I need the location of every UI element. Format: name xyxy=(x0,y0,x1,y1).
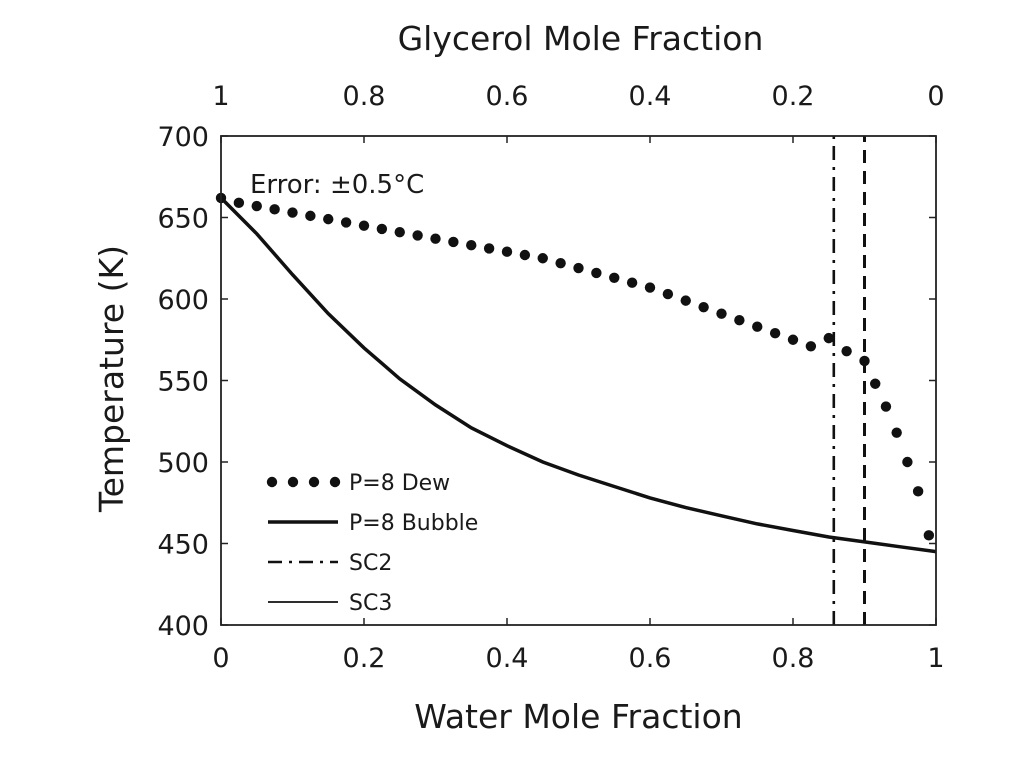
x2-axis-title: Glycerol Mole Fraction xyxy=(398,19,764,58)
legend: P=8 Dew P=8 Bubble SC2 SC3 xyxy=(266,471,478,616)
series-p-8-dew-point xyxy=(501,246,513,257)
series-p-8-dew-point xyxy=(870,378,881,389)
plot-frame xyxy=(220,135,937,626)
series-p-8-dew-point xyxy=(805,341,817,352)
y-tick-label: 550 xyxy=(157,367,209,398)
y-tick-label: 400 xyxy=(157,611,209,642)
series-p-8-dew-point xyxy=(394,226,405,238)
y-axis-title: Temperature (K) xyxy=(92,245,131,513)
y-tick-label: 700 xyxy=(157,122,209,153)
series-p-8-dew-point xyxy=(537,253,548,264)
x-tick-label: 0.4 xyxy=(486,643,529,674)
series-p-8-dew-point xyxy=(716,308,727,319)
legend-label-p-8-bubble: P=8 Bubble xyxy=(349,511,478,536)
x2-tick-label: 0.6 xyxy=(486,81,529,112)
error-annotation: Error: ±0.5°C xyxy=(250,170,424,200)
series-p-8-dew-point xyxy=(233,197,245,209)
y-tick-label: 650 xyxy=(157,204,209,235)
series-p-8-dew-point xyxy=(841,345,852,357)
legend-swatch-p-8-dew xyxy=(266,476,278,488)
series-p-8-dew-point xyxy=(769,328,781,339)
series-p-8-dew-point xyxy=(358,220,370,231)
series-p-8-dew-point xyxy=(519,249,531,261)
series-p-8-dew-point xyxy=(466,240,477,251)
x-tick-label: 0.8 xyxy=(772,643,815,674)
series-p-8-dew-point xyxy=(880,401,892,412)
series-p-8-dew-point xyxy=(680,295,691,306)
series-p-8-dew-point xyxy=(752,321,763,332)
x-tick-label: 1 xyxy=(927,643,944,674)
series-p-8-dew-point xyxy=(644,282,656,293)
series-p-8-dew-point xyxy=(483,243,495,254)
series-p-8-dew-point xyxy=(823,332,834,344)
series-p-8-bubble-line xyxy=(219,196,937,554)
legend-label-sc2: SC2 xyxy=(349,551,392,576)
x-tick-label: 0 xyxy=(212,643,229,674)
x-tick-label: 0.6 xyxy=(629,643,672,674)
x2-tick-label: 0 xyxy=(927,81,944,112)
series-p-8-dew-point xyxy=(609,272,620,284)
x2-tick-label: 0.8 xyxy=(343,81,386,112)
y-tick-label: 450 xyxy=(157,530,209,561)
series-p-8-dew-point xyxy=(787,334,799,345)
series-p-8-dew-point xyxy=(734,314,745,326)
series-p-8-dew-point xyxy=(287,207,298,218)
x2-tick-label: 0.2 xyxy=(772,81,815,112)
plot-area xyxy=(215,136,937,625)
legend-swatch-p-8-dew xyxy=(308,476,320,488)
x2-tick-label: 1 xyxy=(212,81,229,112)
series-p-8-dew-point xyxy=(891,427,902,438)
legend-swatch-p-8-dew xyxy=(287,476,299,488)
series-p-8-dew-point xyxy=(269,204,280,215)
series-p-8-dew-point xyxy=(902,456,913,468)
y-tick-label: 500 xyxy=(157,448,209,479)
series-p-8-dew-point xyxy=(448,236,459,248)
legend-label-sc3: SC3 xyxy=(349,591,392,616)
series-p-8-dew-point xyxy=(430,233,441,244)
series-p-8-dew-point xyxy=(626,277,638,288)
x-tick-label: 0.2 xyxy=(343,643,386,674)
series-p-8-dew-point xyxy=(555,257,566,269)
x-axis-title: Water Mole Fraction xyxy=(414,697,742,736)
series-p-8-dew-point xyxy=(923,530,935,541)
series-p-8-dew-point xyxy=(912,486,924,497)
x2-tick-label: 0.4 xyxy=(629,81,672,112)
series-p-8-dew-point xyxy=(573,262,584,274)
y-tick-label: 600 xyxy=(157,285,209,316)
series-p-8-dew-point xyxy=(305,210,316,222)
axes: 0 0.2 0.4 0.6 0.8 11 0.8 0.6 0.4 0.2 0400450500550… xyxy=(157,81,944,674)
series-p-8-dew-point xyxy=(323,213,334,225)
legend-swatch-p-8-dew xyxy=(329,476,341,488)
series-p-8-dew-point xyxy=(340,217,352,228)
series-p-8-dew-point xyxy=(376,223,388,235)
series-p-8-dew-point xyxy=(591,267,602,279)
legend-label-p-8-dew: P=8 Dew xyxy=(349,471,450,496)
series-p-8-dew-point xyxy=(698,301,709,313)
series-p-8-dew-point xyxy=(412,230,423,241)
series-p-8-dew-point xyxy=(662,288,674,300)
series-p-8-dew-point xyxy=(251,200,262,212)
